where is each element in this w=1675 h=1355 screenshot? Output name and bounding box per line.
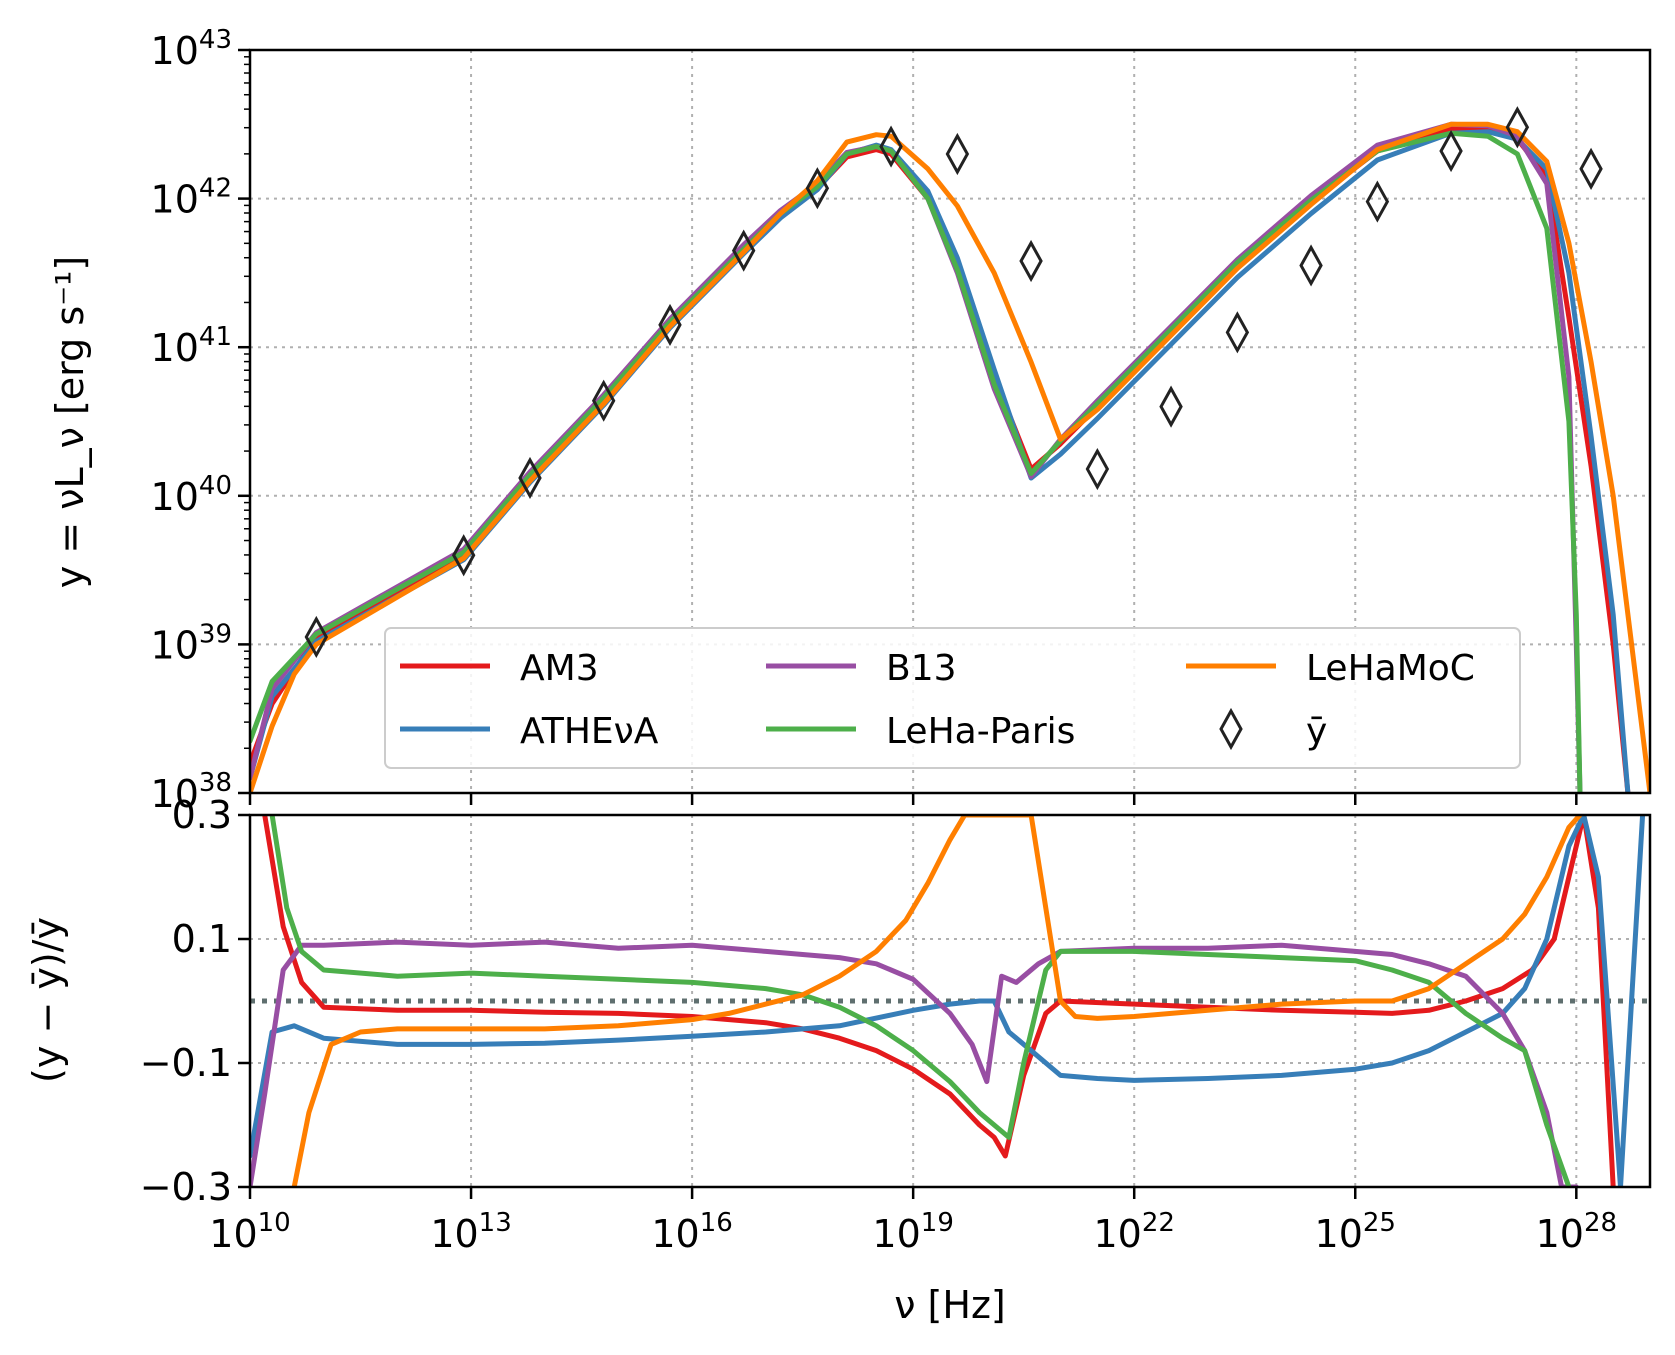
- legend-label-lehamoc: LeHaMoC: [1306, 648, 1475, 689]
- mean-marker: [304, 615, 329, 659]
- y-axis-title-bottom: (y − ȳ)/ȳ: [25, 917, 69, 1083]
- y-tick-label-bottom: −0.1: [140, 1041, 232, 1085]
- x-tick-label: 1016: [651, 1208, 732, 1256]
- top-panel-frame: [248, 48, 1652, 795]
- mean-marker: [1225, 311, 1250, 354]
- legend-marker-mean: [1219, 707, 1243, 751]
- y-tick-label: 1043: [151, 25, 232, 73]
- y-tick-label: 1041: [151, 322, 232, 370]
- y-tick-label: 1042: [151, 174, 232, 222]
- series-line-lehamoc: [250, 121, 1650, 793]
- legend-label-leha-paris: LeHa-Paris: [886, 711, 1075, 752]
- legend: AM3 B13 LeHaMoC ATHEνA LeHa-Paris ȳ: [384, 627, 1521, 769]
- bottom-panel-ticks: 1010 1013 1016 1019 1022 1025 1028 −0.3 −0.1 0.1 0…: [140, 793, 1617, 1256]
- mean-marker: [658, 303, 682, 346]
- x-tick-label: 1019: [872, 1208, 953, 1256]
- top-panel-ticks: 1038 1039 1040 1041 1042 1043: [151, 25, 1578, 816]
- legend-label-athe-a: ATHEνA: [520, 711, 659, 752]
- legend-box: [384, 627, 1521, 769]
- bottom-panel-series: [250, 815, 1646, 1187]
- y-tick-label: 1039: [151, 619, 232, 667]
- y-tick-label-bottom: 0.3: [172, 793, 232, 837]
- mean-marker: [731, 229, 756, 272]
- x-axis-title: ν [Hz]: [894, 1283, 1005, 1327]
- mean-marker: [1505, 106, 1530, 149]
- x-tick-label: 1022: [1093, 1208, 1174, 1256]
- x-tick-label: 1025: [1315, 1208, 1396, 1256]
- series-line-leha-paris: [269, 815, 1572, 1187]
- y-axis-title-top: y = νL_ν [erg s⁻¹]: [48, 256, 92, 588]
- mean-marker: [591, 379, 616, 422]
- mean-markers: [304, 106, 1603, 659]
- mean-marker: [805, 167, 830, 210]
- mean-marker: [1439, 129, 1463, 173]
- x-tick-label: 1013: [430, 1208, 511, 1256]
- series-line-am3: [262, 815, 1616, 1187]
- mean-marker: [879, 125, 903, 168]
- y-tick-label-bottom: −0.3: [140, 1165, 232, 1209]
- y-tick-label: 1040: [151, 471, 232, 519]
- mean-marker: [945, 132, 970, 176]
- mean-marker: [1579, 147, 1603, 190]
- legend-label-b13: B13: [886, 648, 957, 689]
- x-tick-label: 1010: [209, 1208, 290, 1256]
- bottom-panel-frame: [248, 813, 1652, 1189]
- mean-marker: [1085, 447, 1110, 491]
- mean-marker: [1159, 385, 1183, 428]
- mean-marker: [1365, 180, 1390, 223]
- y-tick-label: 1038: [151, 768, 232, 816]
- series-line-leha-paris: [250, 130, 1583, 793]
- series-line-athe-a: [250, 815, 1646, 1187]
- top-panel-series: [250, 121, 1650, 793]
- mean-marker: [451, 534, 476, 577]
- series-line-lehamoc: [291, 815, 1583, 1187]
- mean-marker: [1299, 244, 1323, 287]
- legend-label-am3: AM3: [520, 648, 599, 689]
- y-tick-label-bottom: 0.1: [172, 917, 232, 961]
- mean-marker: [1019, 239, 1043, 283]
- x-tick-label: 1028: [1536, 1208, 1617, 1256]
- legend-label--: ȳ: [1306, 711, 1327, 752]
- mean-marker: [518, 456, 542, 500]
